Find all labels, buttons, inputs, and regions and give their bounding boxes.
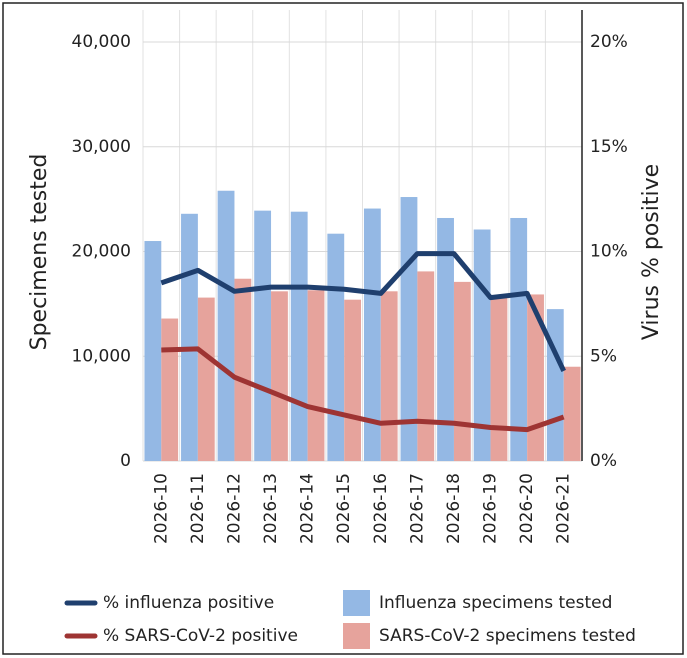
- x-tick-label: 2026-15: [334, 473, 354, 544]
- bar: [490, 295, 508, 461]
- bar: [363, 208, 381, 461]
- legend-label: SARS-CoV-2 specimens tested: [379, 626, 636, 646]
- y-tick-label: 30,000: [72, 137, 131, 157]
- x-tick-label: 2026-13: [261, 473, 281, 544]
- bar: [344, 299, 362, 461]
- y2-tick-label: 15%: [590, 137, 628, 157]
- y2-tick-label: 10%: [590, 242, 628, 262]
- bar: [197, 297, 215, 461]
- bar: [380, 291, 398, 461]
- x-tick-label: 2026-10: [151, 473, 171, 544]
- legend-swatch: [343, 590, 370, 616]
- bar: [400, 197, 418, 461]
- bar: [161, 318, 179, 461]
- bar: [144, 241, 162, 461]
- x-tick-label: 2026-17: [407, 473, 427, 544]
- bar: [437, 217, 454, 461]
- y2-tick-label: 5%: [590, 346, 617, 366]
- x-tick-label: 2026-12: [224, 473, 244, 544]
- bar: [417, 271, 435, 461]
- y-tick-label: 20,000: [72, 242, 131, 262]
- bar: [546, 309, 564, 461]
- y2-axis-title: Virus % positive: [639, 164, 664, 340]
- x-tick-label: 2026-21: [554, 473, 574, 544]
- bar: [234, 278, 252, 461]
- x-tick-label: 2026-16: [371, 473, 391, 544]
- legend-swatch: [343, 623, 370, 649]
- bar: [217, 190, 235, 461]
- bar: [181, 213, 198, 461]
- bar: [473, 229, 491, 461]
- y2-tick-label: 20%: [590, 32, 628, 52]
- legend-label: % SARS-CoV-2 positive: [103, 626, 298, 646]
- y-axis-title: Specimens tested: [27, 154, 52, 351]
- bar: [254, 210, 272, 461]
- y-tick-label: 0: [120, 451, 131, 471]
- bar: [563, 366, 581, 461]
- bar: [327, 233, 345, 461]
- y-tick-label: 10,000: [72, 346, 131, 366]
- bar: [290, 211, 308, 461]
- x-tick-label: 2026-19: [481, 473, 501, 544]
- x-tick-label: 2026-11: [188, 473, 208, 544]
- line: [161, 346, 565, 433]
- bar: [307, 290, 325, 461]
- line: [160, 251, 566, 372]
- bar: [527, 294, 544, 461]
- y-tick-label: 40,000: [72, 32, 131, 52]
- x-tick-label: 2026-20: [517, 473, 537, 544]
- legend-label: Influenza specimens tested: [379, 593, 612, 613]
- x-tick-label: 2026-18: [444, 473, 464, 544]
- bar: [510, 217, 528, 461]
- bar: [271, 291, 288, 461]
- bar: [453, 281, 471, 461]
- legend-label: % influenza positive: [103, 593, 274, 613]
- x-tick-label: 2026-14: [298, 473, 318, 544]
- y2-tick-label: 0%: [590, 451, 617, 471]
